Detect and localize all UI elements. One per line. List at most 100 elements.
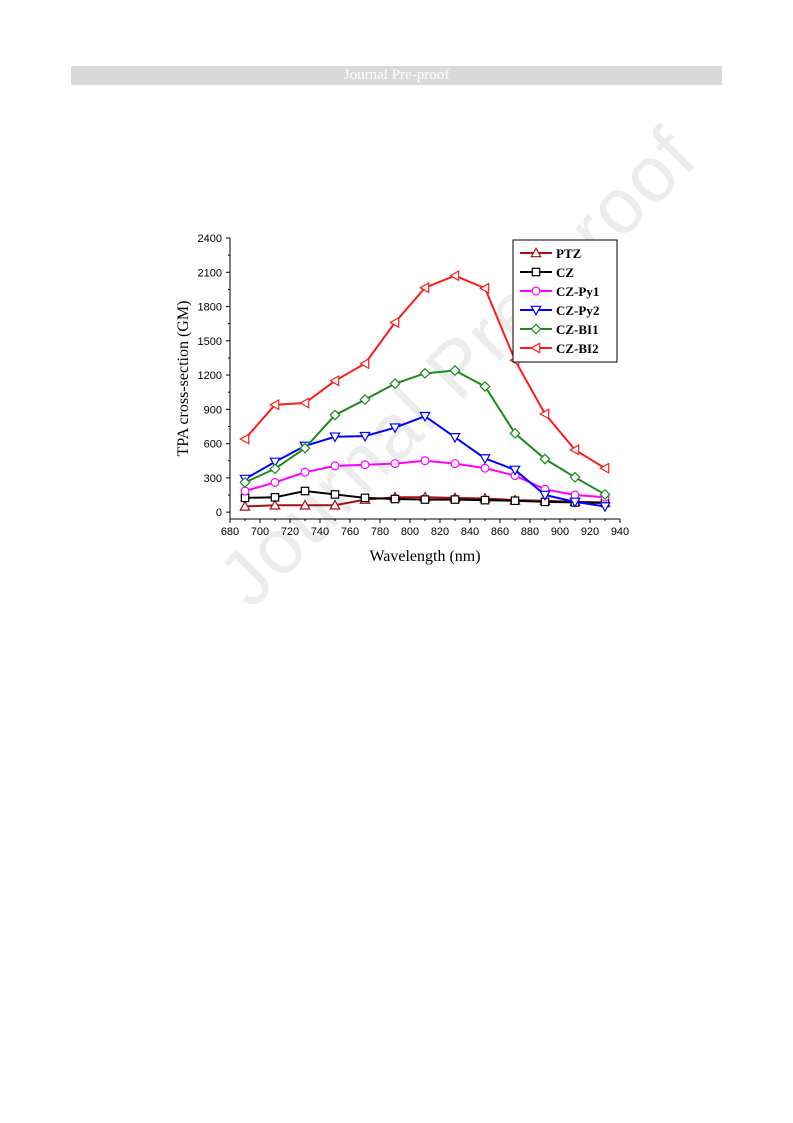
- chart-legend: PTZ CZ CZ-Py1 CZ-Py2 CZ-BI1 CZ-BI2: [512, 239, 618, 363]
- data-point-cz-bi2: [449, 269, 460, 282]
- data-point-ptz: [239, 500, 251, 511]
- x-tick-label: 720: [281, 526, 299, 538]
- data-point-cz-py1: [390, 459, 400, 469]
- data-point-cz-bi1: [509, 427, 521, 439]
- y-tick-label: 1200: [198, 370, 222, 382]
- data-point-cz-bi1: [449, 364, 461, 377]
- data-point-cz: [360, 493, 370, 503]
- data-point-cz-bi2: [419, 281, 430, 294]
- legend-label-cz-py2: CZ-Py2: [556, 303, 599, 318]
- data-point-cz-bi2: [239, 433, 250, 445]
- data-point-cz-bi2: [359, 357, 370, 370]
- y-tick-label: 1800: [198, 302, 222, 314]
- data-point-cz: [450, 495, 460, 504]
- data-point-cz-bi2: [329, 375, 340, 387]
- chart-series: [239, 269, 611, 513]
- data-point-cz-py1: [300, 467, 310, 477]
- series-line-cz-bi1: [244, 369, 606, 496]
- x-tick-label: 780: [371, 526, 389, 538]
- data-point-cz-bi1: [599, 488, 611, 500]
- data-point-cz: [510, 496, 520, 506]
- x-tick-label: 840: [461, 526, 479, 538]
- y-tick-label: 1500: [198, 336, 222, 348]
- data-point-cz-bi2: [299, 397, 310, 409]
- data-point-cz-py1: [240, 486, 250, 496]
- data-point-cz-bi2: [479, 282, 490, 294]
- series-cz-py1: [240, 456, 610, 502]
- x-tick-label: 760: [341, 526, 359, 538]
- y-tick-label: 900: [204, 404, 222, 416]
- data-point-cz-bi1: [269, 463, 281, 475]
- data-point-ptz: [299, 499, 311, 510]
- y-tick-label: 2100: [198, 267, 222, 279]
- data-point-cz-py2: [599, 502, 611, 513]
- data-point-cz: [330, 490, 340, 499]
- data-point-cz-bi2: [269, 399, 280, 411]
- data-point-cz-bi1: [389, 378, 401, 390]
- chart-axes: 680 700 720 740 760 780 800 820 840 860 880 900 920 9…: [198, 233, 630, 538]
- x-tick-label: 740: [311, 526, 329, 538]
- data-point-cz-bi2: [569, 444, 580, 456]
- x-tick-label: 680: [221, 526, 239, 538]
- x-tick-label: 900: [551, 526, 569, 538]
- data-point-cz-py1: [420, 456, 430, 466]
- legend-marker-cz-py1: [531, 286, 541, 296]
- y-tick-label: 0: [216, 507, 222, 519]
- data-point-cz-bi1: [359, 394, 371, 406]
- data-point-ptz: [329, 499, 341, 510]
- legend-marker-cz-py2: [530, 305, 542, 316]
- legend-marker-cz-bi2: [530, 342, 541, 354]
- y-tick-label: 2400: [198, 233, 222, 245]
- data-point-cz-bi1: [569, 471, 581, 483]
- data-point-cz: [270, 492, 280, 502]
- data-point-cz-py2: [389, 423, 401, 434]
- data-point-cz-py2: [359, 431, 371, 443]
- y-tick-label: 300: [204, 473, 222, 485]
- data-point-cz-bi1: [299, 442, 311, 454]
- data-point-cz: [300, 486, 310, 496]
- x-tick-label: 700: [251, 526, 269, 538]
- x-tick-label: 860: [491, 526, 509, 538]
- legend-label-cz-bi2: CZ-BI2: [556, 341, 599, 356]
- x-tick-label: 940: [611, 526, 629, 538]
- data-point-cz-py1: [330, 461, 340, 471]
- journal-banner: Journal Pre-proof: [71, 66, 722, 85]
- data-point-cz-py2: [539, 490, 551, 501]
- data-point-cz-bi1: [539, 453, 551, 465]
- data-point-cz-bi1: [419, 367, 431, 379]
- data-point-cz-py2: [509, 465, 521, 476]
- data-point-cz-py2: [449, 433, 461, 444]
- x-tick-label: 880: [521, 526, 539, 538]
- series-cz-bi2: [239, 269, 610, 474]
- legend-box: [512, 239, 618, 363]
- data-point-cz: [390, 494, 400, 504]
- legend-label-cz: CZ: [556, 265, 574, 280]
- data-point-cz-py1: [360, 460, 370, 470]
- legend-label-ptz: PTZ: [556, 246, 582, 261]
- data-point-cz-bi1: [239, 476, 251, 488]
- data-point-cz-py2: [269, 457, 281, 468]
- data-point-cz-py2: [329, 432, 341, 443]
- legend-marker-cz: [531, 267, 541, 277]
- data-point-cz-bi2: [539, 408, 550, 420]
- y-tick-label: 600: [204, 439, 222, 451]
- data-point-cz-bi2: [599, 462, 610, 474]
- data-point-cz-py1: [450, 459, 460, 469]
- data-point-cz-py2: [479, 454, 491, 465]
- data-point-ptz: [269, 499, 281, 510]
- x-tick-label: 820: [431, 526, 449, 538]
- legend-label-cz-bi1: CZ-BI1: [556, 322, 599, 337]
- x-tick-label: 800: [401, 526, 419, 538]
- data-point-cz-bi1: [479, 380, 491, 393]
- data-point-cz-py1: [270, 477, 280, 487]
- data-point-cz: [480, 495, 490, 505]
- data-point-cz-py2: [419, 411, 431, 423]
- legend-label-cz-py1: CZ-Py1: [556, 284, 599, 299]
- data-point-cz-py2: [569, 497, 581, 508]
- legend-marker-cz-bi1: [530, 323, 542, 335]
- data-point-cz: [420, 495, 430, 504]
- x-axis-title: Wavelength (nm): [369, 548, 480, 565]
- data-point-cz-py1: [480, 463, 490, 473]
- data-point-cz-bi2: [389, 316, 400, 329]
